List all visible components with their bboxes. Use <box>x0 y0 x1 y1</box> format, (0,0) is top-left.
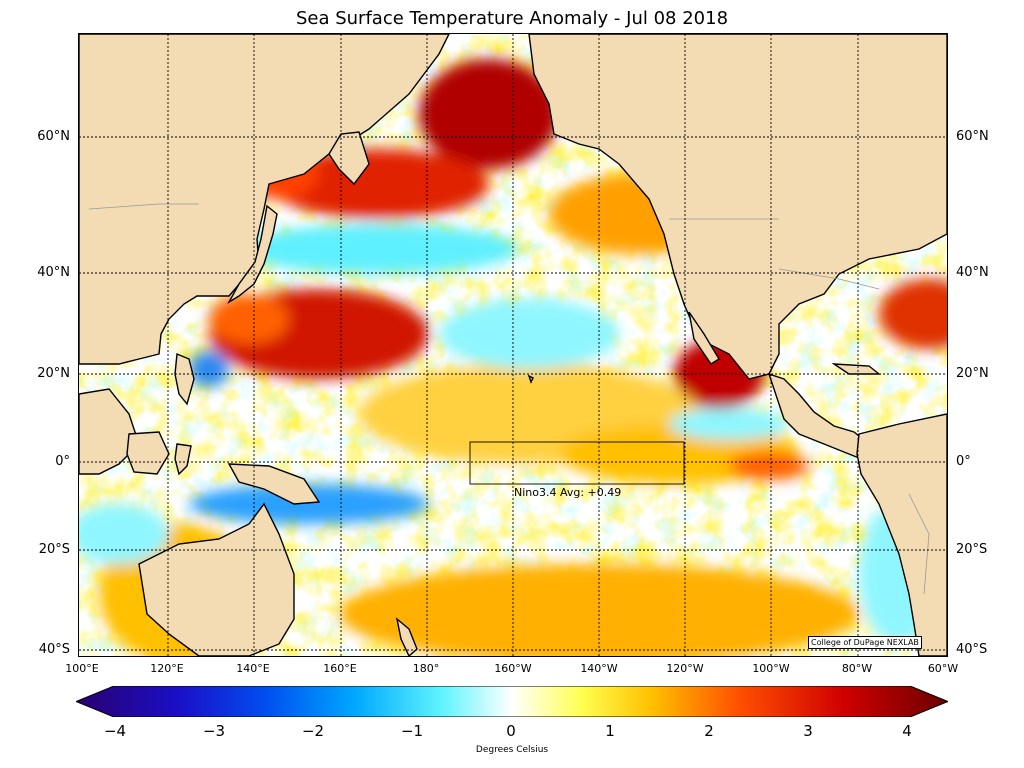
political-borders <box>88 203 930 595</box>
nino34-average-label: Nino3.4 Avg: +0.49 <box>514 486 622 499</box>
lat-label-left: 20°S <box>38 542 70 557</box>
lon-label: 140°E <box>236 662 270 675</box>
australia <box>138 502 295 656</box>
lon-label: 140°W <box>580 662 618 675</box>
colorbar-tick: −3 <box>202 722 226 740</box>
lat-label-left: 40°N <box>37 265 70 280</box>
lat-label-left: 40°S <box>38 642 70 657</box>
north-america <box>528 34 947 380</box>
lon-label: 160°E <box>323 662 357 675</box>
colorbar-tick: −1 <box>400 722 424 740</box>
lon-label: 160°W <box>494 662 532 675</box>
lat-label-right: 40°N <box>956 265 989 280</box>
credit-label: College of DuPage NEXLAB <box>808 636 922 649</box>
colorbar-tick: −2 <box>301 722 325 740</box>
colorbar-tick: 2 <box>704 722 714 740</box>
lat-label-left: 0° <box>55 454 70 469</box>
lat-label-right: 60°N <box>956 129 989 144</box>
south-america <box>856 413 947 656</box>
colorbar-tick: 4 <box>902 722 912 740</box>
lat-label-right: 20°N <box>956 366 989 381</box>
hawaii <box>527 374 534 384</box>
colorbar-label: Degrees Celsius <box>475 745 549 755</box>
colorbar-gradient <box>76 686 948 717</box>
lon-label: 100°E <box>65 662 99 675</box>
colorbar-tick: 3 <box>803 722 813 740</box>
lon-label: 120°W <box>666 662 704 675</box>
colorbar-tick: 1 <box>605 722 615 740</box>
colorbar <box>76 686 948 717</box>
map-title: Sea Surface Temperature Anomaly - Jul 08… <box>295 8 729 29</box>
new-zealand <box>395 617 418 656</box>
colorbar-tick: 0 <box>506 722 516 740</box>
lon-label: 100°W <box>752 662 790 675</box>
map-canvas <box>79 34 947 656</box>
baja-california <box>688 311 720 365</box>
nino34-region-box <box>469 441 685 485</box>
land-masses <box>79 34 947 656</box>
lat-label-left: 60°N <box>37 129 70 144</box>
lon-label: 120°E <box>150 662 184 675</box>
lon-label: 180° <box>412 662 440 675</box>
japan <box>227 204 278 304</box>
sulawesi <box>174 443 192 476</box>
graticule <box>79 34 947 656</box>
lat-label-left: 20°N <box>37 366 70 381</box>
lat-label-right: 0° <box>956 454 971 469</box>
lon-label: 60°W <box>927 662 959 675</box>
lon-label: 80°W <box>841 662 873 675</box>
lat-label-right: 20°S <box>956 542 988 557</box>
lat-label-right: 40°S <box>956 642 988 657</box>
borneo <box>126 431 170 475</box>
sst-anomaly-map <box>78 33 948 657</box>
colorbar-tick: −4 <box>103 722 127 740</box>
new-guinea <box>227 463 321 505</box>
